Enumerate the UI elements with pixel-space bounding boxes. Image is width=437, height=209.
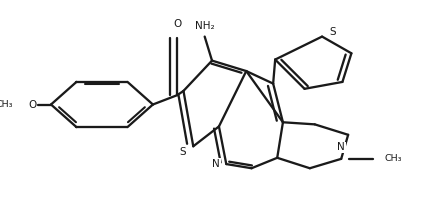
Text: N: N — [337, 142, 345, 152]
Text: S: S — [180, 147, 187, 157]
Text: CH₃: CH₃ — [384, 154, 402, 163]
Text: N: N — [212, 159, 220, 169]
Text: NH₂: NH₂ — [195, 21, 215, 31]
Text: O: O — [173, 19, 181, 29]
Text: CH₃: CH₃ — [0, 100, 13, 109]
Text: O: O — [28, 99, 36, 110]
Text: S: S — [329, 27, 336, 37]
